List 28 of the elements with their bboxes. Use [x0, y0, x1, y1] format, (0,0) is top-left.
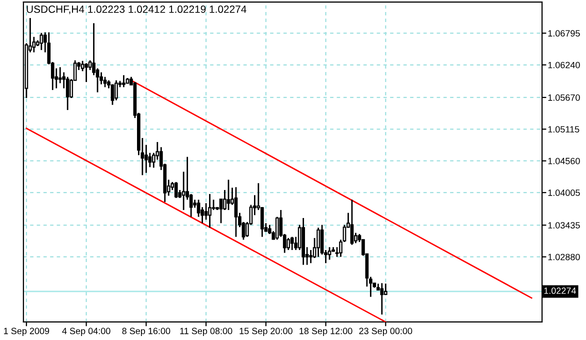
y-tick-label: 1.05670 [548, 94, 580, 101]
y-tick-label: 1.05115 [548, 126, 580, 133]
candlestick [84, 62, 88, 83]
chart-title: USDCHF,H4 1.02223 1.02412 1.02219 1.02274 [26, 6, 246, 14]
y-tick-label: 1.04005 [548, 190, 580, 196]
x-tick-label: 15 Sep 20:00 [240, 328, 292, 336]
candlestick [234, 186, 238, 238]
y-tick-label: 1.06240 [548, 62, 580, 68]
y-tick-label: 1.06795 [548, 30, 580, 37]
x-tick-label: 4 Sep 04:00 [62, 328, 110, 336]
candlestick [200, 206, 204, 224]
candlestick [309, 249, 312, 264]
candlestick [58, 66, 62, 84]
y-tick-label: 1.03435 [548, 222, 580, 228]
x-tick-label: 18 Sep 12:00 [300, 328, 352, 336]
ref-line-label: 1.02274 [544, 288, 576, 294]
candlestick [316, 227, 320, 258]
candlestick [208, 193, 212, 228]
candlestick [302, 217, 305, 266]
x-tick-label: 1 Sep 2009 [4, 328, 50, 336]
y-tick-label: 1.04560 [548, 158, 580, 164]
y-tick-label: 1.02880 [548, 254, 580, 260]
candlestick [380, 282, 384, 316]
x-tick-label: 11 Sep 08:00 [180, 328, 232, 336]
candlestick [144, 144, 148, 174]
candlestick [182, 171, 186, 211]
x-tick-label: 23 Sep 00:00 [359, 328, 412, 336]
x-tick-label: 8 Sep 16:00 [122, 328, 170, 336]
